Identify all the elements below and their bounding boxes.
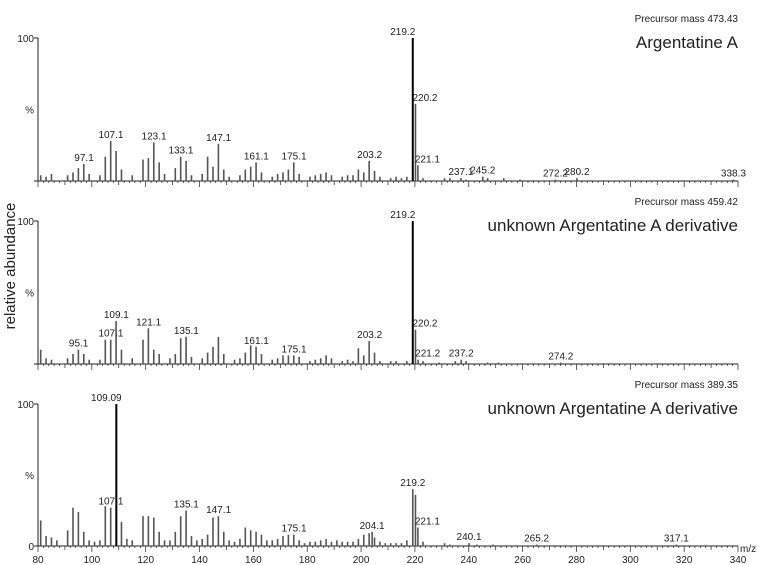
peak-label: 147.1: [206, 505, 231, 516]
x-tick-label: 160: [245, 555, 262, 565]
peak-label: 97.1: [74, 153, 94, 164]
peak-label: 95.1: [69, 339, 89, 350]
x-tick-label: 240: [460, 555, 477, 565]
x-tick-labels: 80 100 120 140 160 180 200 220 240 260 280 300 320 34…: [32, 544, 756, 565]
peak-label: 203.2: [357, 150, 382, 161]
peak-label: 221.2: [415, 349, 440, 360]
peak-label: 237.2: [449, 349, 474, 360]
peak-label: 135.1: [174, 326, 199, 337]
peak-label: 220.2: [412, 319, 437, 330]
x-axis-label: m/z: [740, 544, 756, 555]
peak-label: 107.1: [98, 130, 123, 141]
x-tick-label: 220: [407, 555, 424, 565]
compound-name: Argentatine A: [636, 33, 739, 52]
compound-name: unknown Argentatine A derivative: [488, 216, 738, 235]
peak-label: 147.1: [206, 133, 231, 144]
x-tick-label: 80: [32, 555, 44, 565]
x-tick-label: 280: [568, 555, 585, 565]
peak-label: 175.1: [282, 151, 307, 162]
peak-label: 107.1: [98, 497, 123, 508]
y-axis-label: relative abundance: [2, 203, 19, 330]
x-tick-label: 200: [353, 555, 370, 565]
peak-label: 133.1: [168, 146, 193, 157]
peak-label: 109.1: [104, 310, 129, 321]
x-tick-label: 260: [514, 555, 531, 565]
peak-label: 175.1: [282, 344, 307, 355]
compound-name: unknown Argentatine A derivative: [488, 399, 738, 418]
y-tick-label: 100: [17, 217, 34, 228]
peak-label: 219.2: [390, 27, 415, 38]
peak-label: 280.2: [564, 167, 589, 178]
x-tick-label: 320: [676, 555, 693, 565]
peak-label: 123.1: [142, 131, 167, 142]
peak-label: 175.1: [282, 524, 307, 535]
peak-label: 265.2: [524, 534, 549, 545]
peak-label: 240.1: [457, 532, 482, 543]
precursor-mass: Precursor mass 473.43: [635, 14, 739, 25]
peak-label: 203.2: [357, 330, 382, 341]
spectrum-panel-2: 100% 95.1 107.1 109.1 121.1 135.1 161.1 175.1 20…: [17, 197, 738, 370]
x-tick-label: 340: [730, 555, 747, 565]
x-tick-label: 300: [622, 555, 639, 565]
peak-label: 221.1: [415, 517, 440, 528]
peak-label: 221.1: [415, 154, 440, 165]
peak-label: 135.1: [174, 500, 199, 511]
x-tick-label: 180: [299, 555, 316, 565]
peak-label: 237.1: [448, 167, 473, 178]
x-tick-label: 140: [191, 555, 208, 565]
x-tick-label: 120: [137, 555, 154, 565]
peak-label: 219.2: [390, 210, 415, 221]
peak-label: 121.1: [136, 317, 161, 328]
y-tick-label: 100: [17, 400, 34, 411]
peak-label: 220.2: [412, 93, 437, 104]
peak-label: 219.2: [400, 478, 425, 489]
y-tick-label: %: [25, 106, 34, 117]
peak-label: 204.1: [360, 521, 385, 532]
peak-label: 161.1: [244, 336, 269, 347]
precursor-mass: Precursor mass 459.42: [635, 197, 739, 208]
peak-label: 107.1: [98, 329, 123, 340]
spectrum-panel-3: 100% 0 107.1 109.09 135.1 147.1 175.1 204.1 219.…: [17, 380, 738, 553]
precursor-mass: Precursor mass 389.35: [635, 380, 739, 391]
peak-label: 317.1: [664, 534, 689, 545]
peak-label: 272.2: [543, 169, 568, 180]
y-tick-label: 100: [17, 34, 34, 45]
peak-label: 109.09: [91, 393, 122, 404]
peak-label: 161.1: [244, 151, 269, 162]
y-tick-label: %: [25, 289, 34, 300]
peak-label: 274.2: [548, 352, 573, 363]
peak-label: 338.3: [721, 169, 746, 180]
peak-label: 245.2: [470, 166, 495, 177]
y-tick-label: 0: [28, 542, 34, 553]
y-tick-label: %: [25, 471, 34, 482]
x-tick-label: 100: [84, 555, 101, 565]
